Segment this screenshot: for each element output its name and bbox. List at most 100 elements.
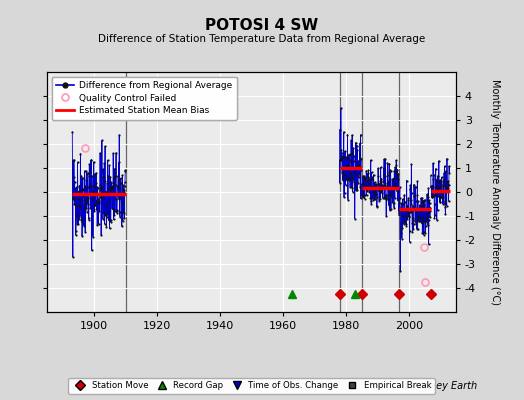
Point xyxy=(414,215,422,221)
Point xyxy=(441,211,450,218)
Point xyxy=(419,232,428,238)
Point xyxy=(342,176,350,182)
Point xyxy=(411,184,420,190)
Point xyxy=(336,157,345,163)
Point xyxy=(408,203,417,209)
Point xyxy=(96,150,104,156)
Point xyxy=(74,221,82,228)
Point xyxy=(390,194,399,201)
Point xyxy=(408,229,417,235)
Point xyxy=(94,190,102,197)
Point xyxy=(83,197,91,204)
Point xyxy=(71,185,80,192)
Point xyxy=(441,198,449,204)
Point xyxy=(83,183,92,190)
Point xyxy=(408,208,416,214)
Point xyxy=(377,186,385,192)
Point xyxy=(400,192,408,198)
Point xyxy=(418,230,427,236)
Point xyxy=(396,195,404,202)
Point xyxy=(428,193,436,200)
Point xyxy=(422,215,430,221)
Point xyxy=(79,187,87,193)
Point xyxy=(397,230,405,236)
Point xyxy=(420,219,429,225)
Point xyxy=(438,194,446,201)
Point xyxy=(398,235,406,242)
Point xyxy=(77,173,85,179)
Point xyxy=(393,176,401,182)
Point xyxy=(355,163,364,170)
Point xyxy=(352,187,360,194)
Point xyxy=(382,212,390,219)
Point xyxy=(113,183,122,190)
Point xyxy=(107,184,115,190)
Point xyxy=(341,148,349,154)
Point xyxy=(378,182,386,188)
Point xyxy=(84,216,93,223)
Point xyxy=(116,175,125,182)
Point xyxy=(342,162,351,168)
Point xyxy=(442,188,450,195)
Point xyxy=(348,132,356,138)
Point xyxy=(425,214,434,221)
Point xyxy=(420,205,428,211)
Point xyxy=(348,149,356,155)
Point xyxy=(383,182,391,189)
Point xyxy=(85,173,93,179)
Point xyxy=(369,194,377,200)
Point xyxy=(390,180,399,186)
Point xyxy=(73,221,81,227)
Point xyxy=(355,164,363,170)
Point xyxy=(419,216,428,223)
Point xyxy=(104,207,112,214)
Point xyxy=(342,154,350,160)
Point xyxy=(358,173,367,180)
Point xyxy=(396,226,405,232)
Point xyxy=(101,212,110,218)
Point xyxy=(399,213,408,219)
Point xyxy=(86,204,94,211)
Point xyxy=(438,200,446,207)
Point xyxy=(105,162,113,169)
Point xyxy=(349,145,357,152)
Point xyxy=(380,173,389,179)
Point xyxy=(429,160,437,167)
Point xyxy=(345,151,354,158)
Point xyxy=(339,172,347,179)
Point xyxy=(373,194,381,200)
Point xyxy=(88,173,96,179)
Point xyxy=(412,226,421,232)
Point xyxy=(417,220,425,226)
Point xyxy=(107,183,116,189)
Point xyxy=(347,158,355,165)
Point xyxy=(80,222,88,229)
Point xyxy=(115,132,123,138)
Point xyxy=(362,185,370,191)
Point xyxy=(373,187,381,194)
Point xyxy=(119,182,127,188)
Point xyxy=(359,180,368,187)
Point xyxy=(359,180,367,186)
Point xyxy=(343,175,351,181)
Point xyxy=(75,204,84,210)
Point xyxy=(81,183,89,190)
Point xyxy=(445,163,453,169)
Point xyxy=(121,168,129,174)
Point xyxy=(347,137,355,144)
Point xyxy=(112,196,121,202)
Point xyxy=(361,175,369,181)
Point xyxy=(103,214,111,220)
Point xyxy=(353,142,361,149)
Point xyxy=(379,184,387,190)
Point xyxy=(350,158,358,164)
Point xyxy=(444,198,453,204)
Point xyxy=(343,131,352,138)
Point xyxy=(435,199,444,205)
Point xyxy=(99,174,107,181)
Point xyxy=(90,208,99,214)
Point xyxy=(353,187,361,194)
Point xyxy=(356,132,365,138)
Point xyxy=(99,191,107,198)
Point xyxy=(78,233,86,239)
